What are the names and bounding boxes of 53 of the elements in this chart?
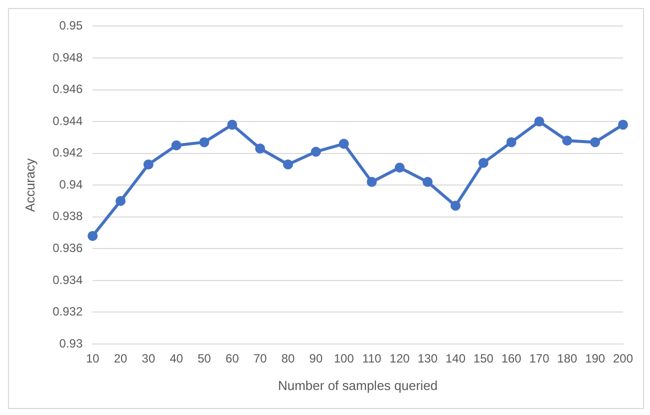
x-tick-label: 30: [142, 352, 156, 366]
y-tick-label: 0.942: [52, 146, 83, 160]
point: [116, 196, 126, 206]
x-tick-label: 180: [557, 352, 578, 366]
x-tick-label: 100: [334, 352, 354, 366]
x-tick-label: 50: [198, 352, 212, 366]
y-tick-label: 0.934: [52, 272, 83, 287]
y-tick-label: 0.94: [59, 177, 83, 192]
x-tick-label: 160: [501, 352, 522, 366]
x-tick-label: 130: [418, 352, 438, 366]
x-tick-label: 140: [446, 352, 466, 366]
x-tick-label: 200: [612, 352, 634, 366]
x-tick-label: 110: [362, 352, 382, 366]
x-tick-label: 90: [309, 352, 323, 366]
y-tick-label: 0.936: [52, 240, 83, 255]
y-axis-title: Accuracy: [22, 158, 38, 212]
point: [506, 137, 516, 148]
y-tick-label: 0.938: [52, 209, 83, 224]
y-tick-label: 0.944: [52, 114, 83, 128]
point: [590, 137, 600, 148]
y-tick-label: 0.932: [52, 304, 83, 319]
y-tick-label: 0.948: [52, 50, 83, 64]
point: [283, 159, 294, 170]
point: [199, 137, 210, 148]
point: [534, 116, 544, 127]
x-tick-label: 150: [473, 352, 494, 366]
y-tick-label: 0.946: [52, 82, 83, 96]
point: [227, 120, 238, 130]
point: [171, 140, 182, 150]
x-tick-label: 20: [114, 352, 128, 366]
point: [562, 136, 572, 146]
x-axis-title: Number of samples queried: [278, 378, 438, 393]
x-tick-label: 70: [253, 352, 268, 366]
point: [478, 158, 488, 168]
point: [422, 176, 433, 187]
point: [255, 144, 266, 154]
point: [618, 120, 628, 130]
point: [394, 162, 405, 173]
x-tick-label: 60: [226, 352, 240, 366]
point: [143, 159, 154, 170]
x-tick-label: 170: [529, 352, 550, 366]
x-tick-label: 80: [281, 352, 296, 366]
x-tick-label: 10: [86, 352, 100, 366]
x-tick-label: 120: [390, 352, 410, 366]
point: [450, 200, 461, 211]
point: [366, 176, 377, 187]
x-tick-label: 40: [170, 352, 184, 366]
y-tick-label: 0.95: [59, 18, 83, 33]
point: [310, 146, 321, 157]
y-tick-label: 0.93: [59, 336, 83, 350]
point: [88, 230, 98, 241]
x-tick-label: 190: [585, 352, 606, 366]
point: [338, 138, 349, 149]
